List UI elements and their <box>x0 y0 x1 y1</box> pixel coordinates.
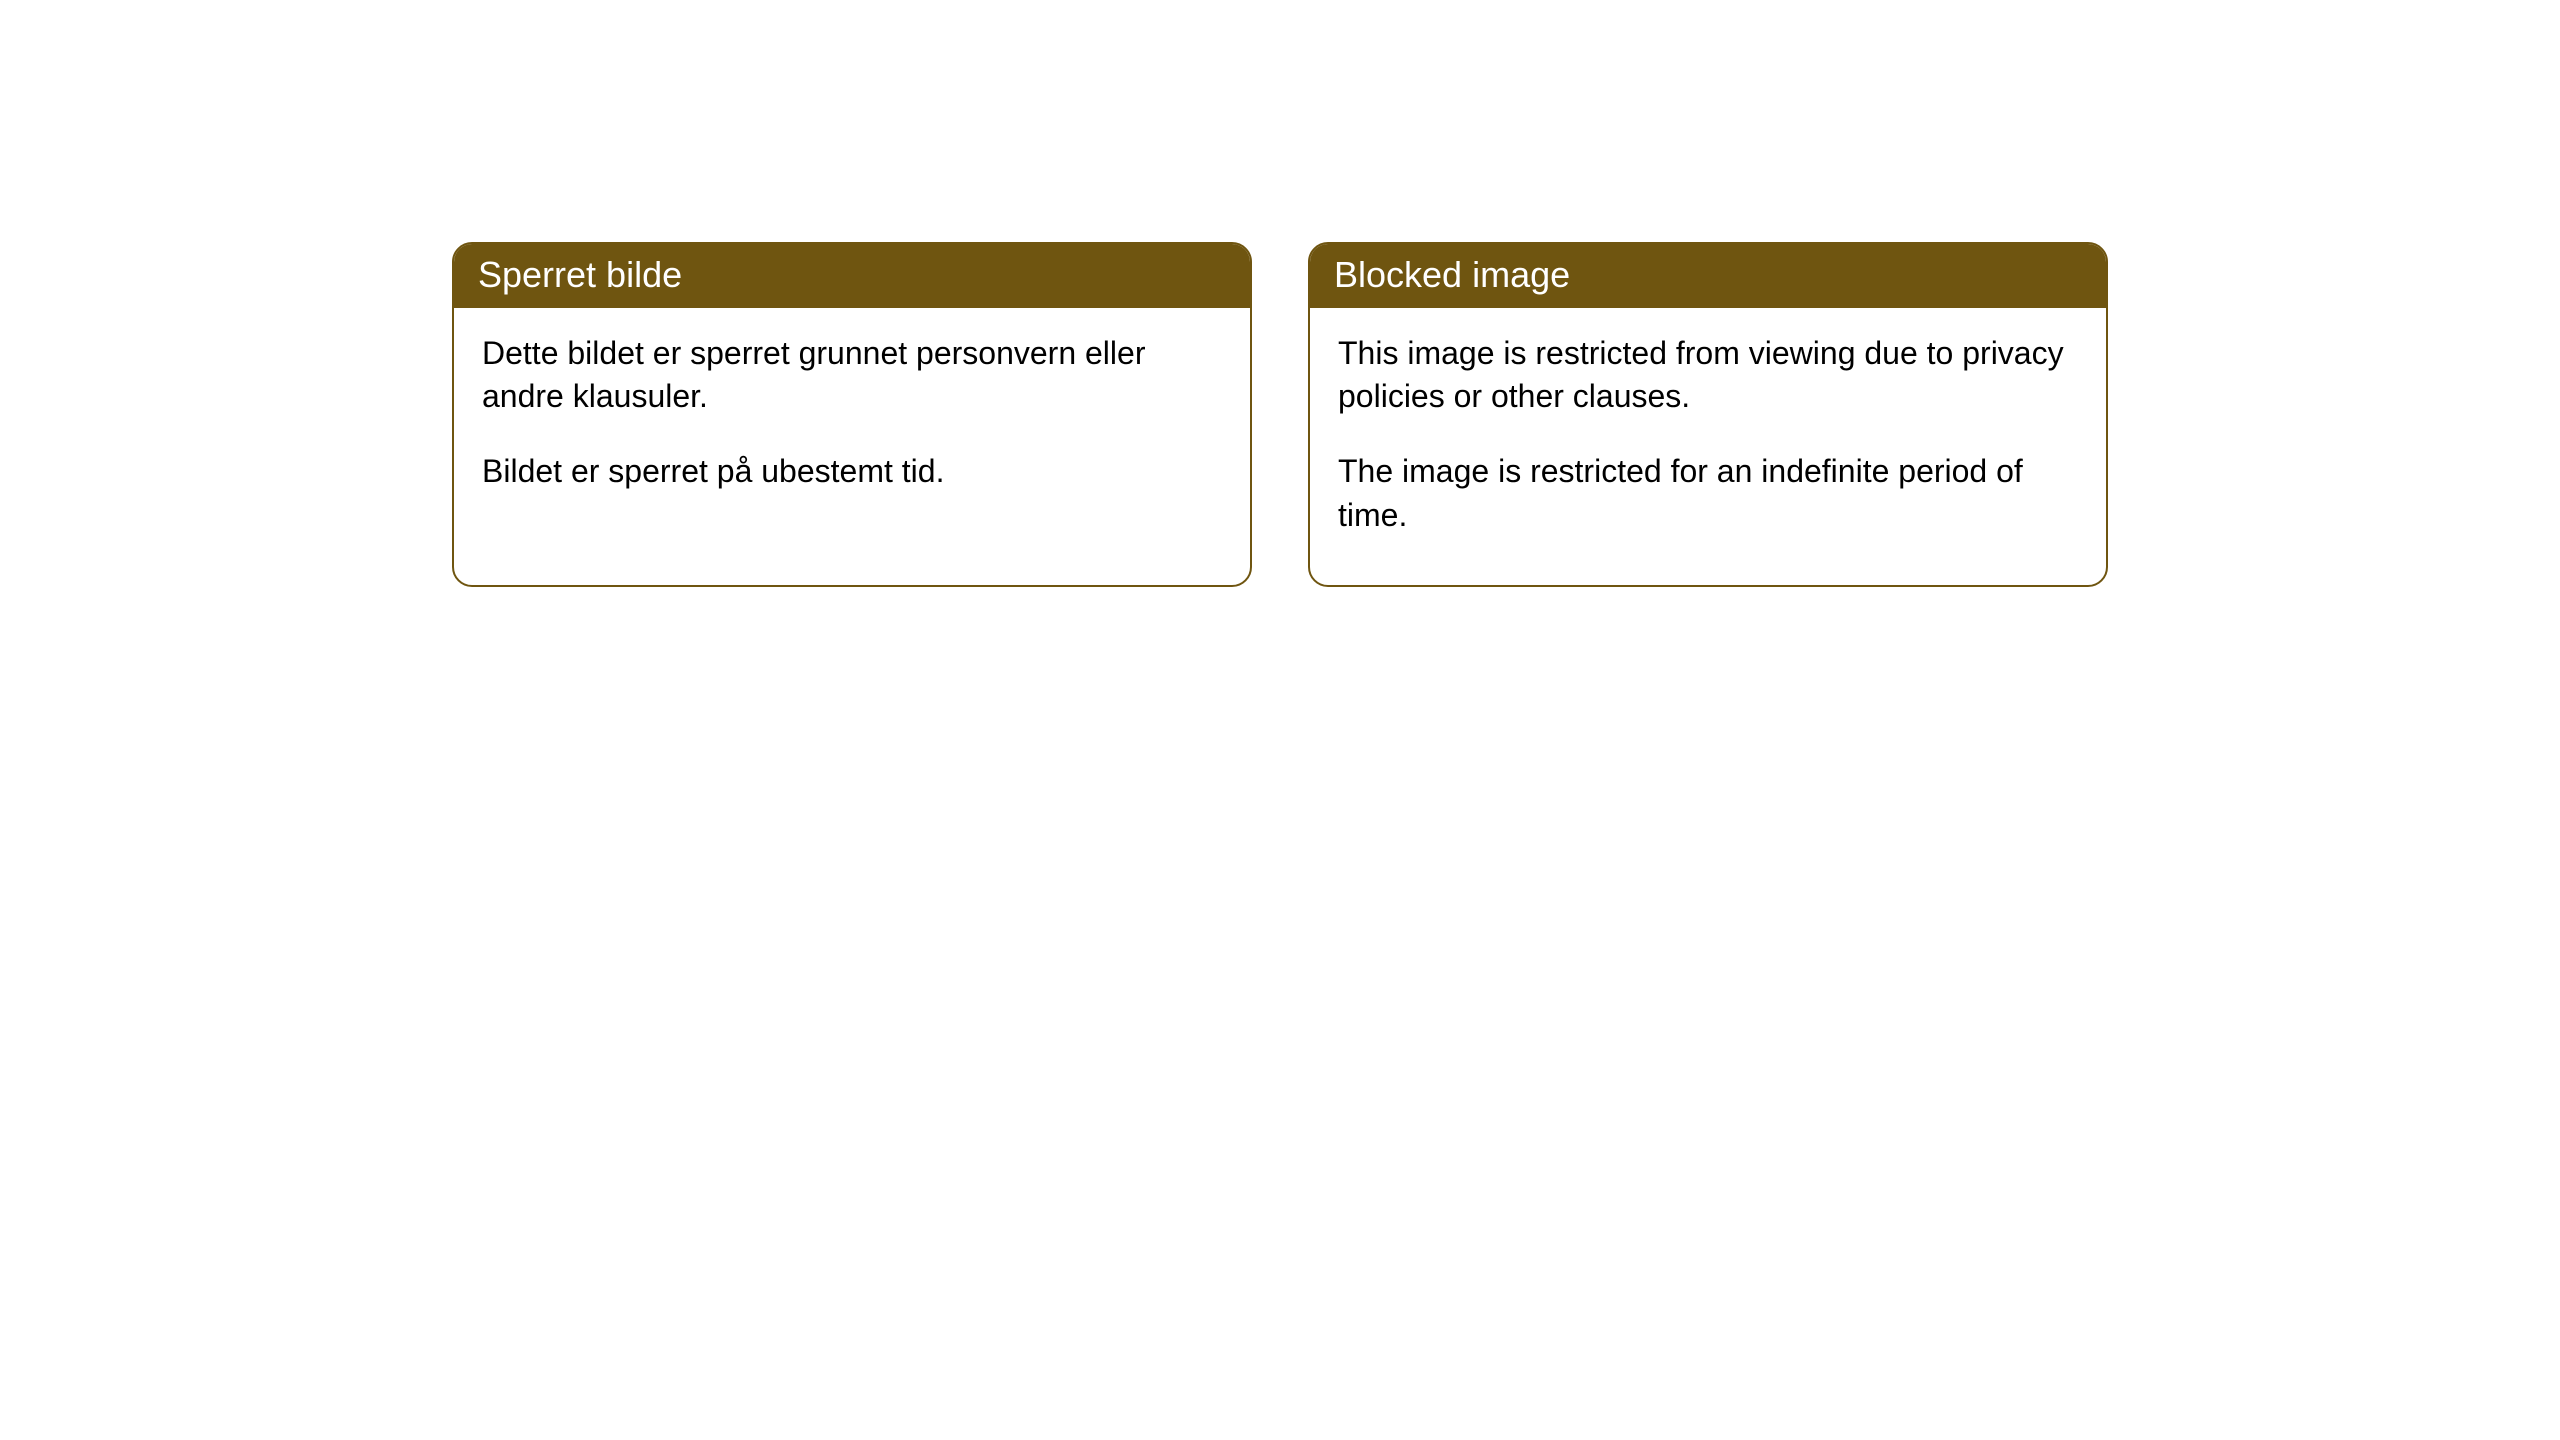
notice-card-body: This image is restricted from viewing du… <box>1310 308 2106 585</box>
notice-card-header: Sperret bilde <box>454 244 1250 308</box>
notice-card-paragraph: Dette bildet er sperret grunnet personve… <box>482 332 1222 418</box>
notice-card-paragraph: The image is restricted for an indefinit… <box>1338 450 2078 536</box>
notice-cards-container: Sperret bilde Dette bildet er sperret gr… <box>452 242 2560 587</box>
notice-card-paragraph: Bildet er sperret på ubestemt tid. <box>482 450 1222 493</box>
notice-card-english: Blocked image This image is restricted f… <box>1308 242 2108 587</box>
notice-card-body: Dette bildet er sperret grunnet personve… <box>454 308 1250 542</box>
notice-card-header: Blocked image <box>1310 244 2106 308</box>
notice-card-title: Sperret bilde <box>478 254 682 295</box>
notice-card-norwegian: Sperret bilde Dette bildet er sperret gr… <box>452 242 1252 587</box>
notice-card-paragraph: This image is restricted from viewing du… <box>1338 332 2078 418</box>
notice-card-title: Blocked image <box>1334 254 1570 295</box>
